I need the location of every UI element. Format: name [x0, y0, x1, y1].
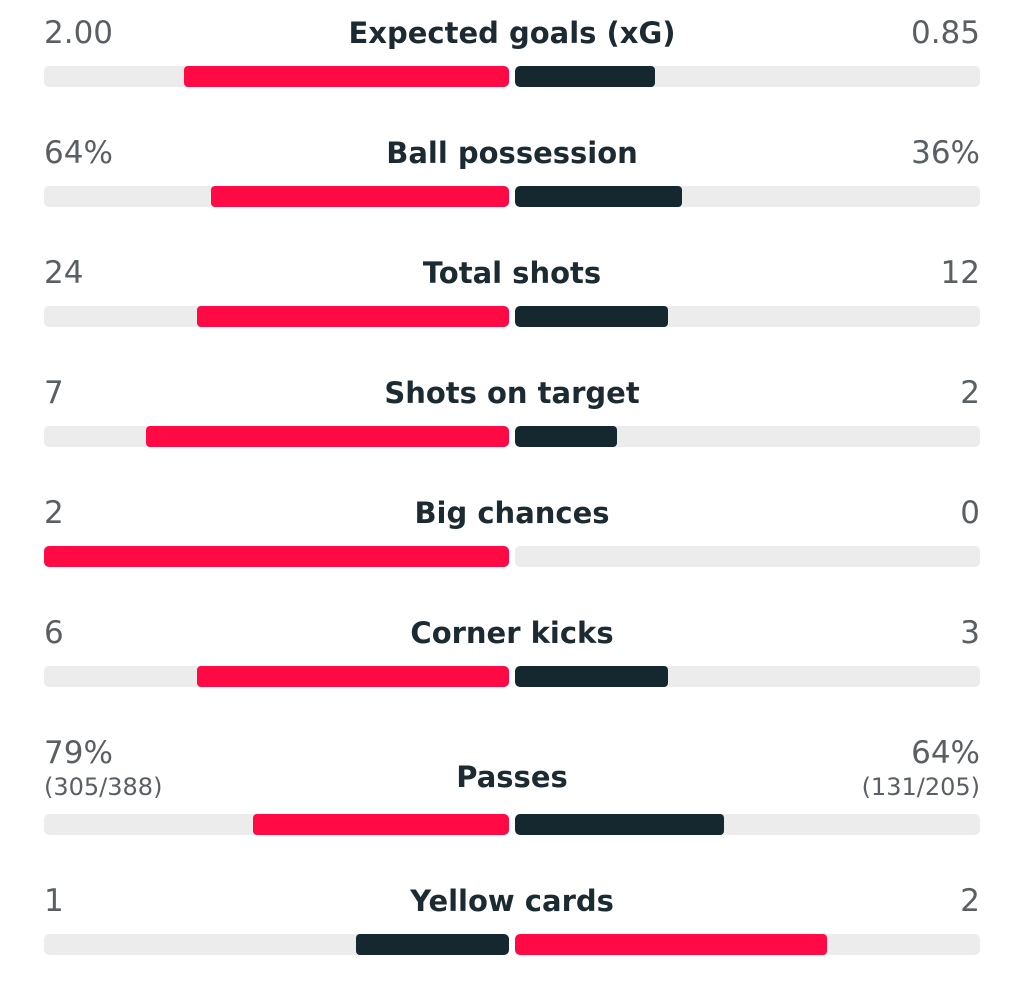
away-bar — [515, 814, 725, 835]
home-bar — [253, 814, 509, 835]
home-value: 79% — [44, 735, 113, 771]
stat-row-total-shots: 24 Total shots 12 — [44, 240, 980, 360]
stat-row-big-chances: 2 Big chances 0 — [44, 480, 980, 600]
stat-label: Big chances — [414, 496, 610, 530]
away-value-detail: (131/205) — [861, 773, 980, 801]
away-bar-track — [515, 66, 980, 87]
away-value-block: 64% (131/205) — [862, 734, 980, 802]
home-bar-track — [44, 426, 509, 447]
home-bar-track — [44, 546, 509, 567]
away-value: 36% — [911, 135, 980, 171]
home-value-block: 79% (305/388) — [44, 734, 162, 802]
stat-label: Passes — [456, 760, 568, 794]
away-value: 3 — [960, 615, 980, 651]
match-stats-panel: 2.00 Expected goals (xG) 0.85 64% Ball p… — [44, 0, 980, 988]
home-bar — [197, 306, 509, 327]
home-value-detail: (305/388) — [44, 773, 163, 801]
home-value: 1 — [44, 883, 64, 919]
away-value: 0 — [960, 495, 980, 531]
stat-row-passes: 79% (305/388) Passes 64% (131/205) — [44, 720, 980, 868]
away-value: 64% — [911, 735, 980, 771]
home-bar-track — [44, 934, 509, 955]
stat-row-corner-kicks: 6 Corner kicks 3 — [44, 600, 980, 720]
away-bar-track — [515, 814, 980, 835]
away-bar-track — [515, 666, 980, 687]
home-bar — [355, 934, 509, 955]
stat-label: Expected goals (xG) — [348, 16, 676, 50]
stat-label: Yellow cards — [410, 884, 614, 918]
away-value: 0.85 — [910, 15, 980, 51]
stat-label: Shots on target — [384, 376, 640, 410]
home-bar — [44, 546, 509, 567]
home-bar-track — [44, 306, 509, 327]
home-bar-track — [44, 66, 509, 87]
away-bar — [515, 934, 827, 955]
home-value: 24 — [44, 255, 84, 291]
away-value: 2 — [960, 883, 980, 919]
home-bar — [197, 666, 509, 687]
home-bar — [183, 66, 509, 87]
away-bar-track — [515, 426, 980, 447]
stat-label: Corner kicks — [410, 616, 614, 650]
home-bar-track — [44, 666, 509, 687]
away-bar-track — [515, 546, 980, 567]
home-value: 2.00 — [44, 15, 114, 51]
home-value: 64% — [44, 135, 113, 171]
stat-row-yellow-cards: 1 Yellow cards 2 — [44, 868, 980, 988]
away-bar — [515, 66, 655, 87]
away-value: 12 — [940, 255, 980, 291]
away-bar-track — [515, 934, 980, 955]
away-bar — [515, 306, 669, 327]
home-value: 6 — [44, 615, 64, 651]
stat-row-ball-possession: 64% Ball possession 36% — [44, 120, 980, 240]
away-bar — [515, 426, 618, 447]
home-bar-track — [44, 186, 509, 207]
stat-row-shots-on-target: 7 Shots on target 2 — [44, 360, 980, 480]
home-bar — [211, 186, 509, 207]
home-value: 2 — [44, 495, 64, 531]
home-bar — [146, 426, 509, 447]
away-bar — [515, 666, 669, 687]
stat-label: Ball possession — [386, 136, 638, 170]
stat-label: Total shots — [422, 256, 602, 290]
home-value: 7 — [44, 375, 64, 411]
away-bar-track — [515, 186, 980, 207]
home-bar-track — [44, 814, 509, 835]
away-bar — [515, 186, 683, 207]
stat-row-expected-goals: 2.00 Expected goals (xG) 0.85 — [44, 0, 980, 120]
away-value: 2 — [960, 375, 980, 411]
away-bar-track — [515, 306, 980, 327]
